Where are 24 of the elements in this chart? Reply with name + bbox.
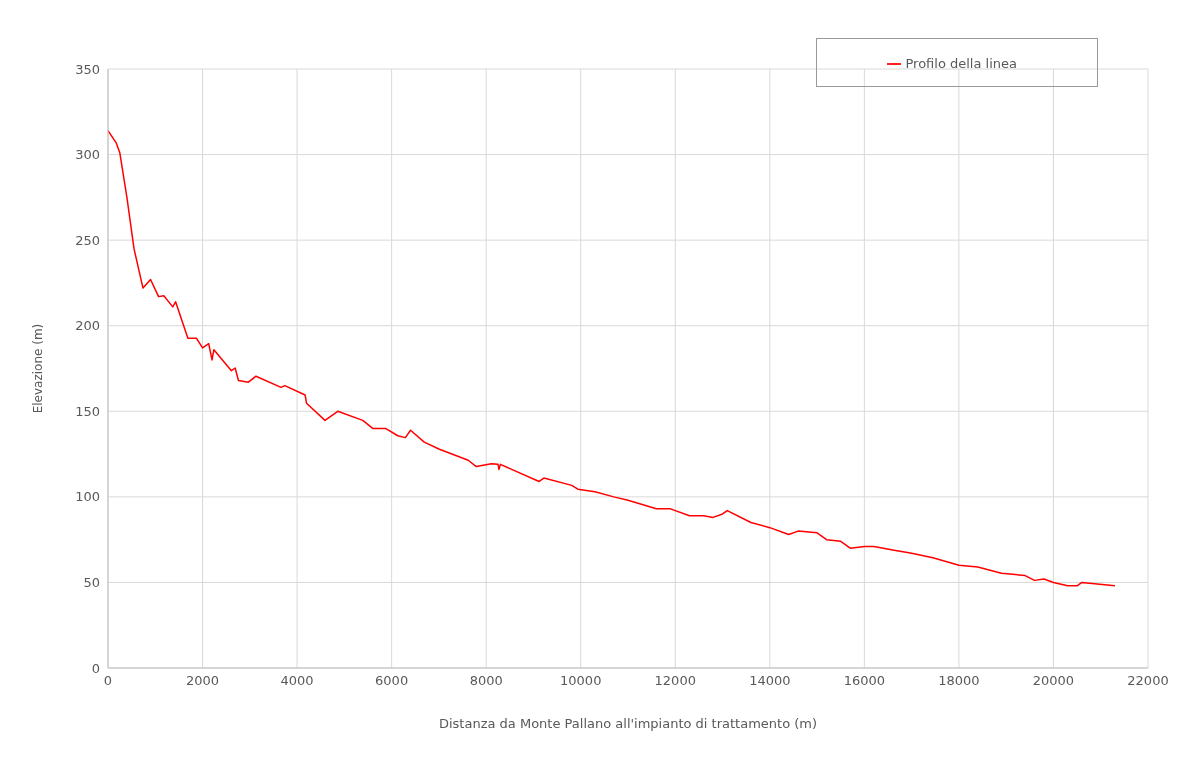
x-tick-label: 12000 (654, 673, 696, 689)
x-tick-label: 14000 (749, 673, 791, 689)
x-tick-label: 8000 (469, 673, 503, 689)
x-tick-label: 10000 (560, 673, 602, 689)
y-tick-label: 300 (75, 147, 100, 163)
x-tick-label: 4000 (280, 673, 314, 689)
y-tick-label: 200 (75, 318, 100, 334)
y-tick-label: 350 (75, 61, 100, 77)
x-tick-label: 22000 (1127, 673, 1169, 689)
x-axis-title: Distanza da Monte Pallano all'impianto di trattamento (m) (438, 716, 818, 731)
x-tick-label: 16000 (843, 673, 886, 689)
legend-label: Profilo della linea (905, 56, 1017, 71)
x-tick-label: 2000 (186, 673, 220, 689)
x-tick-label: 6000 (375, 673, 409, 689)
line-series (108, 129, 1116, 587)
x-tick-label: 0 (103, 673, 113, 689)
y-tick-label: 150 (75, 403, 100, 419)
y-tick-label: 250 (75, 232, 100, 248)
y-axis-title: Elevazione (m) (31, 323, 46, 414)
y-tick-label: 0 (91, 660, 100, 676)
y-tick-label: 100 (75, 489, 100, 505)
x-tick-label: 20000 (1032, 673, 1075, 689)
y-tick-label: 50 (83, 575, 100, 591)
x-tick-label: 18000 (938, 673, 980, 689)
